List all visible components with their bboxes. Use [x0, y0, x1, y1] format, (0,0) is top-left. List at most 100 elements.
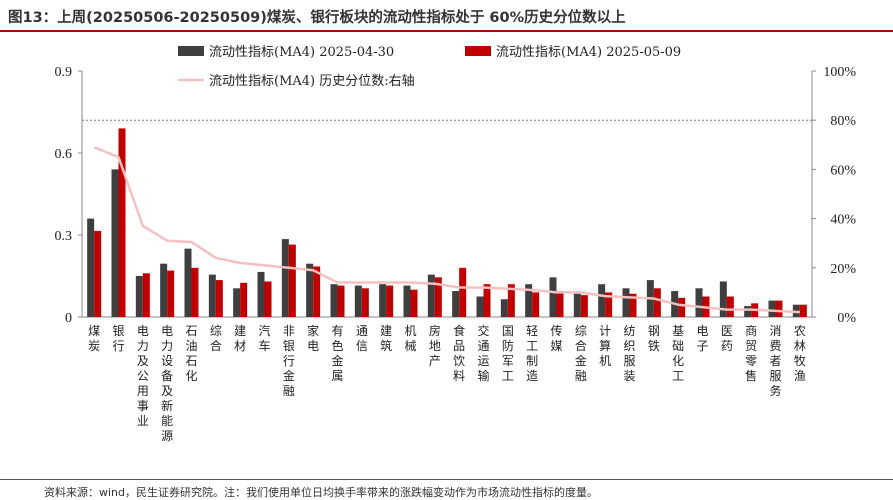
svg-text:融: 融 [575, 369, 587, 383]
svg-text:防: 防 [502, 338, 514, 353]
bar-series2 [361, 288, 369, 317]
svg-text:装: 装 [623, 369, 635, 383]
bar-series1 [476, 296, 484, 317]
bar-series1 [354, 285, 362, 317]
svg-text:零: 零 [745, 354, 757, 368]
svg-text:事: 事 [137, 399, 149, 413]
svg-text:输: 输 [477, 368, 489, 383]
bar-series2 [94, 230, 102, 317]
y-right-tick-label: 60% [830, 163, 856, 178]
svg-text:信: 信 [356, 339, 368, 353]
bar-series2 [386, 285, 394, 317]
y-right-tick-label: 80% [830, 114, 856, 129]
bar-series1 [135, 276, 143, 317]
y-left-tick-label: 0 [65, 311, 72, 326]
bar-series2 [410, 289, 418, 317]
svg-text:合: 合 [210, 338, 222, 353]
svg-text:炭: 炭 [88, 339, 100, 353]
svg-text:工: 工 [526, 339, 538, 353]
bar-series1 [257, 271, 265, 317]
svg-text:商: 商 [745, 323, 757, 338]
legend-swatch [178, 46, 204, 56]
svg-text:色: 色 [331, 339, 343, 353]
svg-text:力: 力 [161, 339, 173, 353]
svg-text:家: 家 [307, 323, 319, 338]
svg-text:纺: 纺 [623, 324, 635, 338]
svg-text:林: 林 [794, 339, 806, 353]
bar-series2 [678, 297, 686, 317]
svg-text:者: 者 [769, 354, 781, 368]
svg-text:算: 算 [599, 338, 611, 353]
bar-series2 [556, 291, 564, 317]
bar-series1 [111, 169, 119, 317]
bar-series2 [726, 296, 734, 317]
legend-swatch [465, 46, 491, 56]
svg-text:消: 消 [769, 324, 781, 338]
svg-text:属: 属 [331, 369, 343, 383]
y-right-tick-label: 100% [823, 65, 856, 80]
svg-text:地: 地 [429, 339, 441, 353]
bar-series1 [87, 218, 95, 317]
svg-text:筑: 筑 [380, 338, 392, 353]
bar-series1 [379, 284, 387, 317]
bar-series1 [452, 291, 460, 317]
svg-text:金: 金 [575, 353, 587, 368]
bar-series1 [768, 300, 776, 317]
svg-text:通: 通 [477, 339, 489, 353]
svg-text:军: 军 [502, 354, 514, 368]
x-tick-label: 家电 [307, 323, 319, 353]
svg-text:渔: 渔 [794, 369, 806, 383]
bar-series1 [573, 293, 581, 317]
svg-text:汽: 汽 [258, 323, 270, 338]
bar-series2 [605, 292, 613, 317]
svg-text:牧: 牧 [794, 354, 806, 368]
svg-text:银: 银 [283, 339, 295, 353]
svg-text:药: 药 [721, 339, 733, 353]
svg-text:工: 工 [672, 369, 684, 383]
bar-series2 [167, 270, 175, 317]
y-left-tick-label: 0.6 [55, 147, 73, 162]
svg-text:础: 础 [672, 339, 684, 353]
svg-text:费: 费 [769, 339, 781, 353]
svg-text:农: 农 [794, 324, 806, 338]
svg-text:运: 运 [477, 354, 489, 368]
svg-text:织: 织 [623, 339, 635, 353]
bar-series2 [118, 128, 126, 317]
svg-text:融: 融 [283, 384, 295, 398]
svg-text:及: 及 [137, 354, 149, 368]
svg-text:备: 备 [161, 369, 173, 383]
svg-text:电: 电 [161, 324, 173, 338]
svg-text:设: 设 [161, 354, 173, 368]
bar-series2 [459, 267, 467, 317]
svg-text:合: 合 [575, 338, 587, 353]
svg-text:服: 服 [623, 354, 635, 368]
svg-text:制: 制 [526, 354, 538, 368]
bar-series1 [233, 288, 241, 317]
svg-text:产: 产 [429, 354, 441, 368]
svg-text:机: 机 [599, 354, 611, 368]
svg-text:化: 化 [672, 354, 684, 368]
svg-text:料: 料 [453, 369, 465, 383]
svg-text:子: 子 [696, 339, 708, 353]
svg-text:售: 售 [745, 368, 757, 383]
svg-text:服: 服 [769, 369, 781, 383]
svg-text:用: 用 [137, 384, 149, 398]
svg-text:电: 电 [307, 339, 319, 353]
bar-series2 [799, 304, 807, 317]
x-tick-label: 银行 [112, 324, 124, 353]
bar-series1 [525, 284, 533, 317]
svg-text:煤: 煤 [88, 324, 100, 338]
bar-series2 [288, 244, 296, 317]
svg-text:交: 交 [477, 323, 489, 338]
svg-text:贸: 贸 [745, 339, 757, 353]
bar-series1 [306, 263, 314, 317]
bar-series1 [622, 288, 630, 317]
